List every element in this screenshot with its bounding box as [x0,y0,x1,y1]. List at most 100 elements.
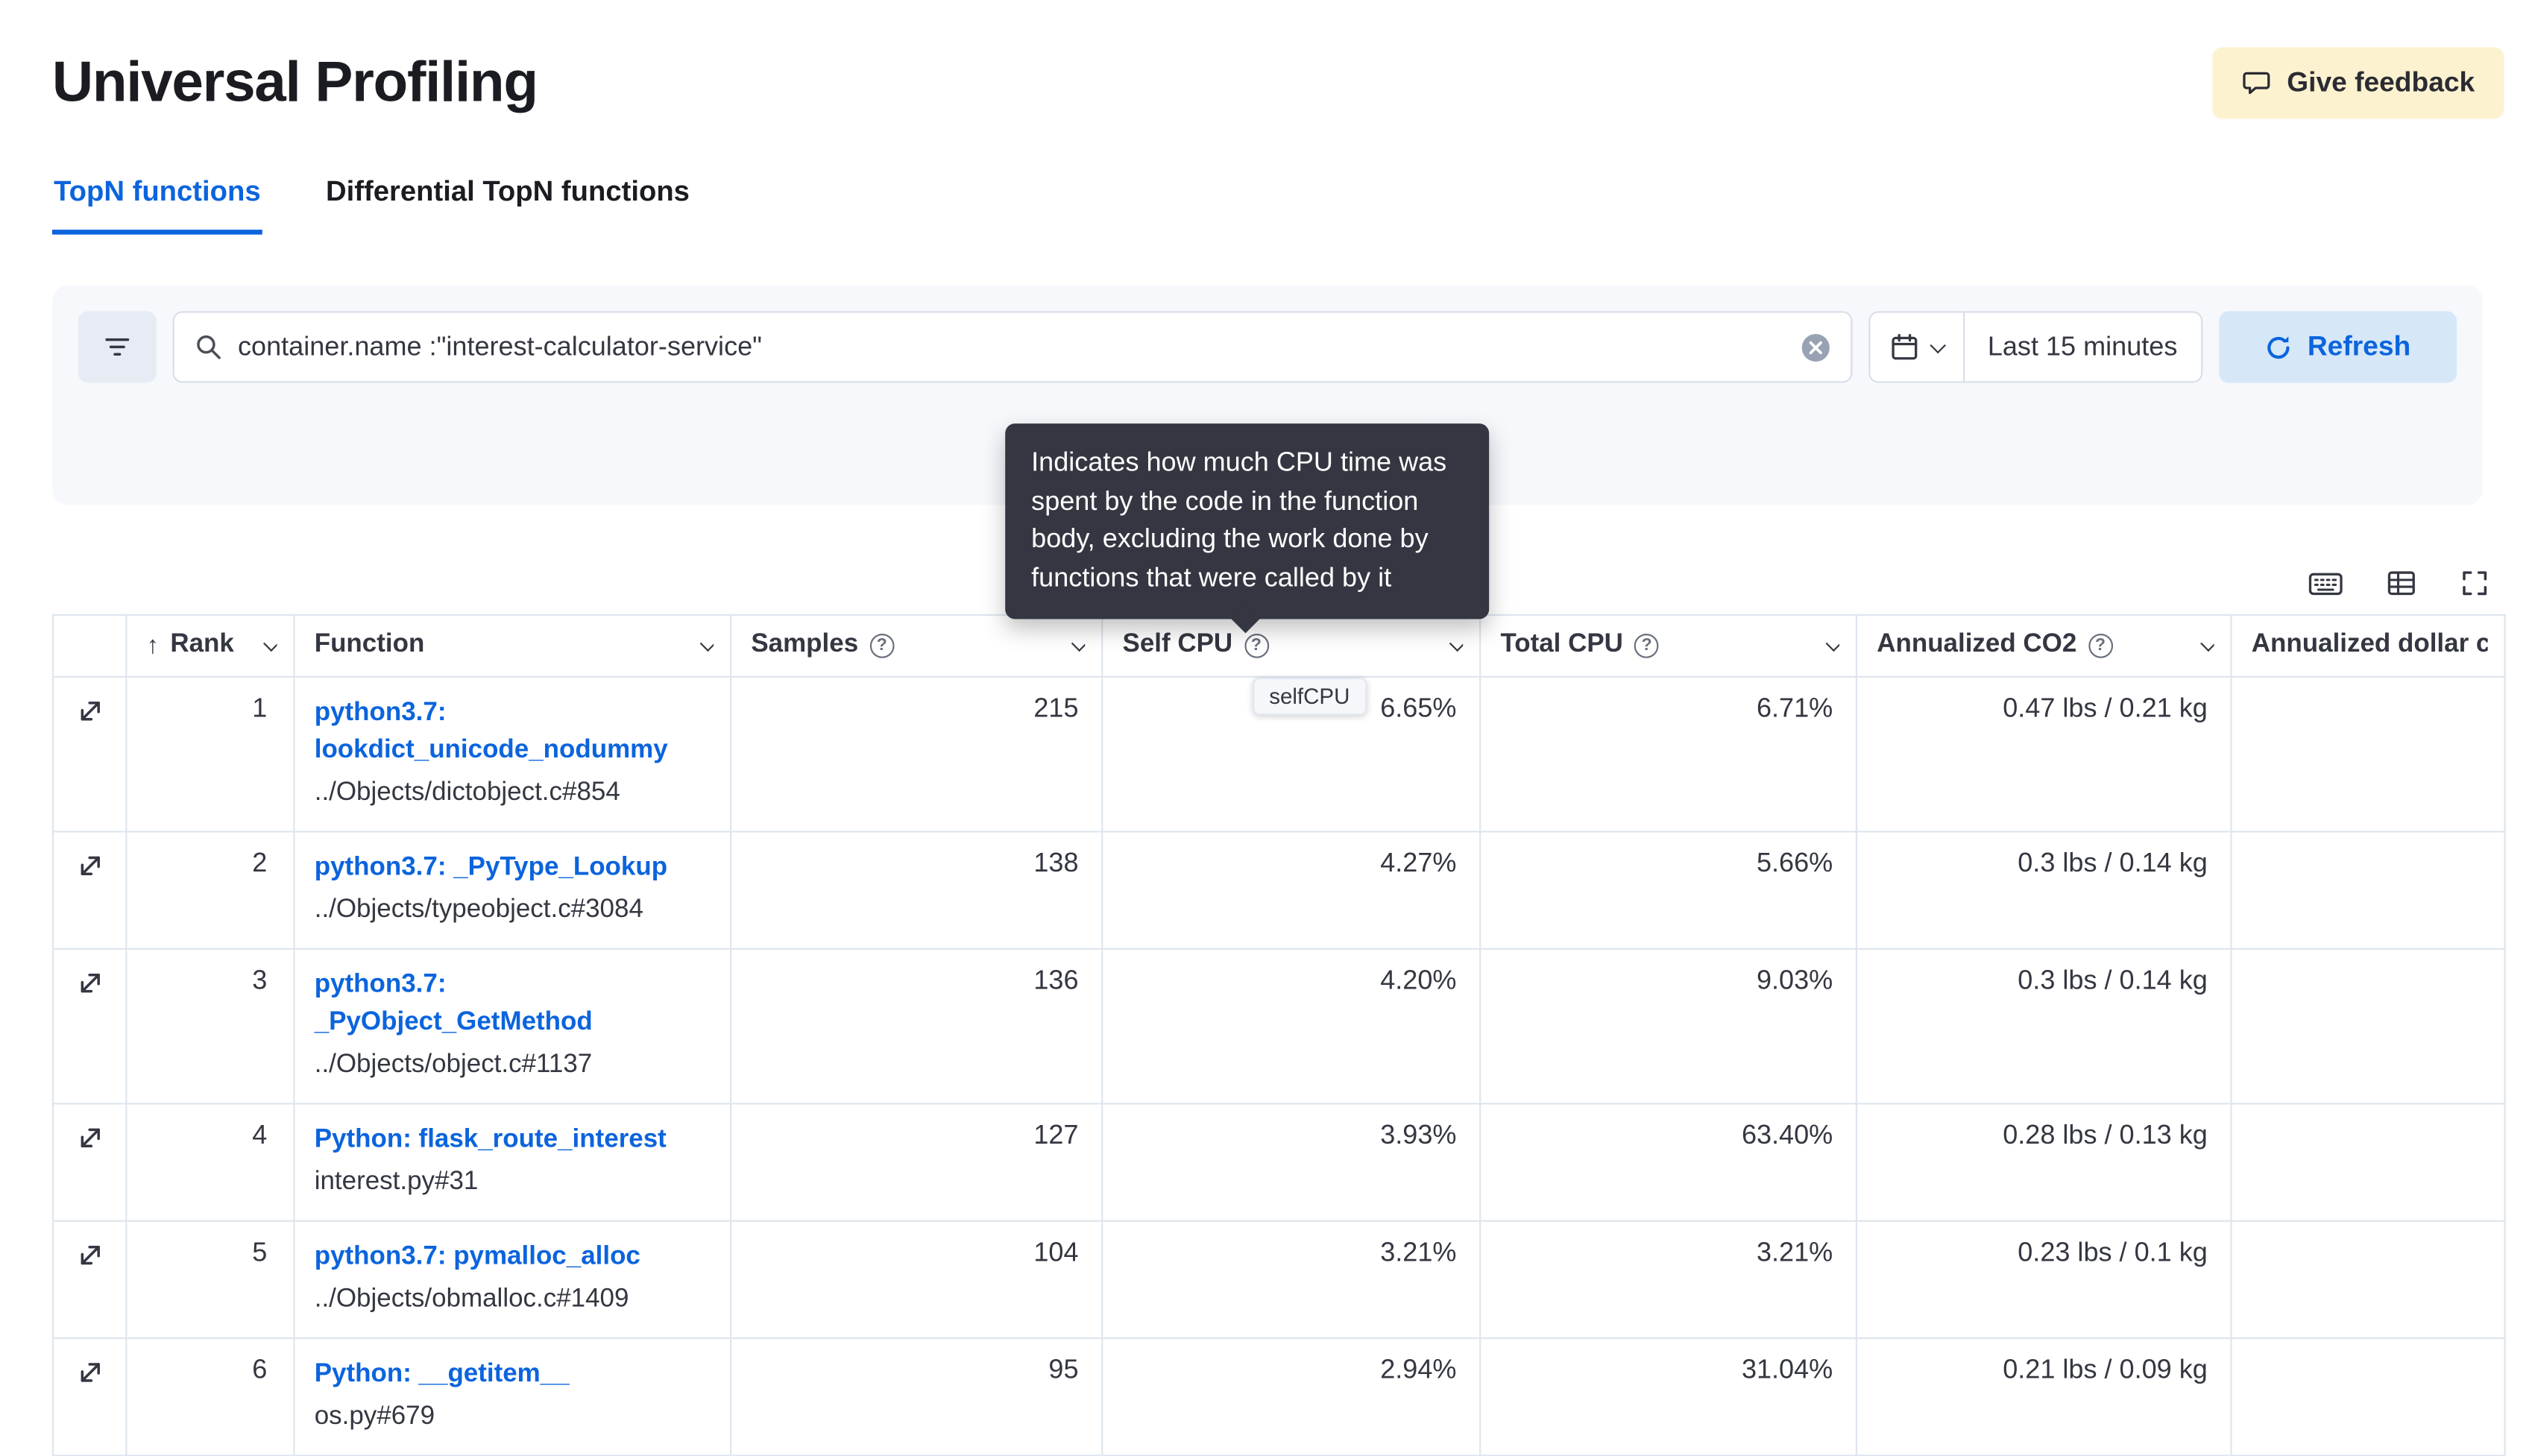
self-cpu-cell: 4.20% [1101,948,1481,1105]
rank-cell: 2 [125,831,295,950]
annualized-co2-header-label: Annualized CO2 [1877,630,2077,658]
give-feedback-label: Give feedback [2287,66,2475,98]
annualized-dollar-cell [2230,831,2506,950]
clear-icon [1801,332,1832,363]
tab-differential-topn-functions[interactable]: Differential TopN functions [326,174,690,207]
help-icon[interactable]: ? [869,632,895,658]
chevron-down-icon[interactable] [2200,634,2214,652]
chevron-down-icon[interactable] [1071,634,1086,652]
chevron-down-icon[interactable] [699,634,714,652]
expand-cell [51,1103,127,1222]
function-source: ../Objects/dictobject.c#854 [314,778,620,807]
annualized-co2-cell: 0.47 lbs / 0.21 kg [1855,675,2232,833]
give-feedback-button[interactable]: Give feedback [2211,47,2504,119]
sort-asc-icon: ↑ [146,631,160,659]
universal-profiling-page: Universal Profiling Give feedback TopN f… [51,47,2506,1456]
fullscreen-button[interactable] [2457,565,2493,601]
function-link[interactable]: python3.7: lookdict_unicode_nodummy [314,699,668,764]
column-header-self-cpu[interactable]: Self CPU ? [1101,614,1481,678]
chevron-down-icon[interactable] [263,634,277,652]
annualized-dollar-cell [2230,948,2506,1105]
column-header-samples[interactable]: Samples ? [729,614,1103,678]
tab-bar: TopN functions Differential TopN functio… [51,171,2483,235]
function-link[interactable]: Python: __getitem__ [314,1360,570,1388]
function-link[interactable]: python3.7: pymalloc_alloc [314,1243,640,1271]
samples-cell: 215 [729,675,1103,833]
chevron-down-icon[interactable] [1449,634,1464,652]
display-options-button[interactable] [2384,565,2419,601]
chevron-down-icon[interactable] [1825,634,1839,652]
function-link[interactable]: python3.7: _PyType_Lookup [314,853,668,882]
rank-cell: 5 [125,1220,295,1340]
grid-display-icon [2387,569,2416,598]
self-cpu-cell: 4.27% [1101,831,1481,950]
expand-cell [51,675,127,833]
tab-topn-functions[interactable]: TopN functions [51,171,262,235]
annualized-dollar-cell [2230,1337,2506,1456]
table-row: 2 python3.7: _PyType_Lookup ../Objects/t… [51,831,2506,950]
column-header-annualized-dollar-cost[interactable]: Annualized dollar cost [2230,614,2506,678]
keyboard-icon [2308,570,2343,597]
topn-functions-grid: ↑ Rank Function Samples [51,552,2506,1456]
rank-cell: 4 [125,1103,295,1222]
expand-row-button[interactable] [77,1124,104,1152]
self-cpu-header-label: Self CPU [1122,630,1233,658]
function-link[interactable]: Python: flask_route_interest [314,1125,667,1154]
function-link[interactable]: python3.7: _PyObject_GetMethod [314,971,593,1036]
annualized-dollar-header-label: Annualized dollar cost [2251,630,2488,658]
annualized-co2-cell: 0.3 lbs / 0.14 kg [1855,831,2232,950]
search-input[interactable] [238,331,1786,363]
help-icon[interactable]: ? [1244,632,1269,658]
annualized-co2-cell: 0.23 lbs / 0.1 kg [1855,1220,2232,1340]
total-cpu-cell: 3.21% [1479,1220,1858,1340]
clear-query-button[interactable] [1801,332,1832,363]
expand-row-button[interactable] [77,1358,104,1386]
column-header-function[interactable]: Function [293,614,732,678]
column-header-expand [51,614,127,678]
help-icon[interactable]: ? [2088,632,2113,658]
function-cell: python3.7: lookdict_unicode_nodummy ../O… [293,675,732,833]
keyboard-shortcuts-button[interactable] [2305,566,2346,600]
total-cpu-cell: 5.66% [1479,831,1858,950]
expand-row-button[interactable] [77,697,104,725]
self-cpu-tooltip-text: Indicates how much CPU time was spent by… [1031,447,1447,593]
help-icon[interactable]: ? [1634,632,1660,658]
search-panel: Last 15 minutes Refresh [51,285,2484,505]
samples-cell: 104 [729,1220,1103,1340]
column-header-rank[interactable]: ↑ Rank [125,614,295,678]
annualized-dollar-cell [2230,1220,2506,1340]
time-range-value[interactable]: Last 15 minutes [1987,331,2178,361]
expand-cell [51,1337,127,1456]
refresh-label: Refresh [2307,330,2411,362]
function-source: ../Objects/typeobject.c#3084 [314,895,643,924]
total-cpu-cell: 31.04% [1479,1337,1858,1456]
column-header-annualized-co2[interactable]: Annualized CO2 ? [1855,614,2232,678]
function-source: ../Objects/obmalloc.c#1409 [314,1285,629,1314]
query-box [172,311,1853,383]
refresh-icon [2265,333,2293,361]
expand-row-button[interactable] [77,969,104,997]
search-icon [194,333,223,362]
annualized-dollar-cell [2230,675,2506,833]
quick-select-button[interactable] [1870,312,1964,382]
refresh-button[interactable]: Refresh [2219,311,2457,383]
function-source: ../Objects/object.c#1137 [314,1050,593,1079]
rank-cell: 1 [125,675,295,833]
samples-cell: 138 [729,831,1103,950]
chevron-down-icon [1930,336,1946,353]
column-header-total-cpu[interactable]: Total CPU ? [1479,614,1858,678]
samples-cell: 95 [729,1337,1103,1456]
total-cpu-cell: 6.71% [1479,675,1858,833]
total-cpu-cell: 9.03% [1479,948,1858,1105]
function-cell: Python: flask_route_interest interest.py… [293,1103,732,1222]
expand-row-button[interactable] [77,852,104,880]
divider [1963,312,1965,382]
function-cell: python3.7: _PyType_Lookup ../Objects/typ… [293,831,732,950]
self-cpu-cell: 3.21% [1101,1220,1481,1340]
function-cell: python3.7: _PyObject_GetMethod ../Object… [293,948,732,1105]
filter-button[interactable] [78,311,157,383]
total-cpu-cell: 63.40% [1479,1103,1858,1222]
expand-row-button[interactable] [77,1241,104,1269]
function-header-label: Function [314,630,425,658]
speech-bubble-icon [2241,69,2270,98]
